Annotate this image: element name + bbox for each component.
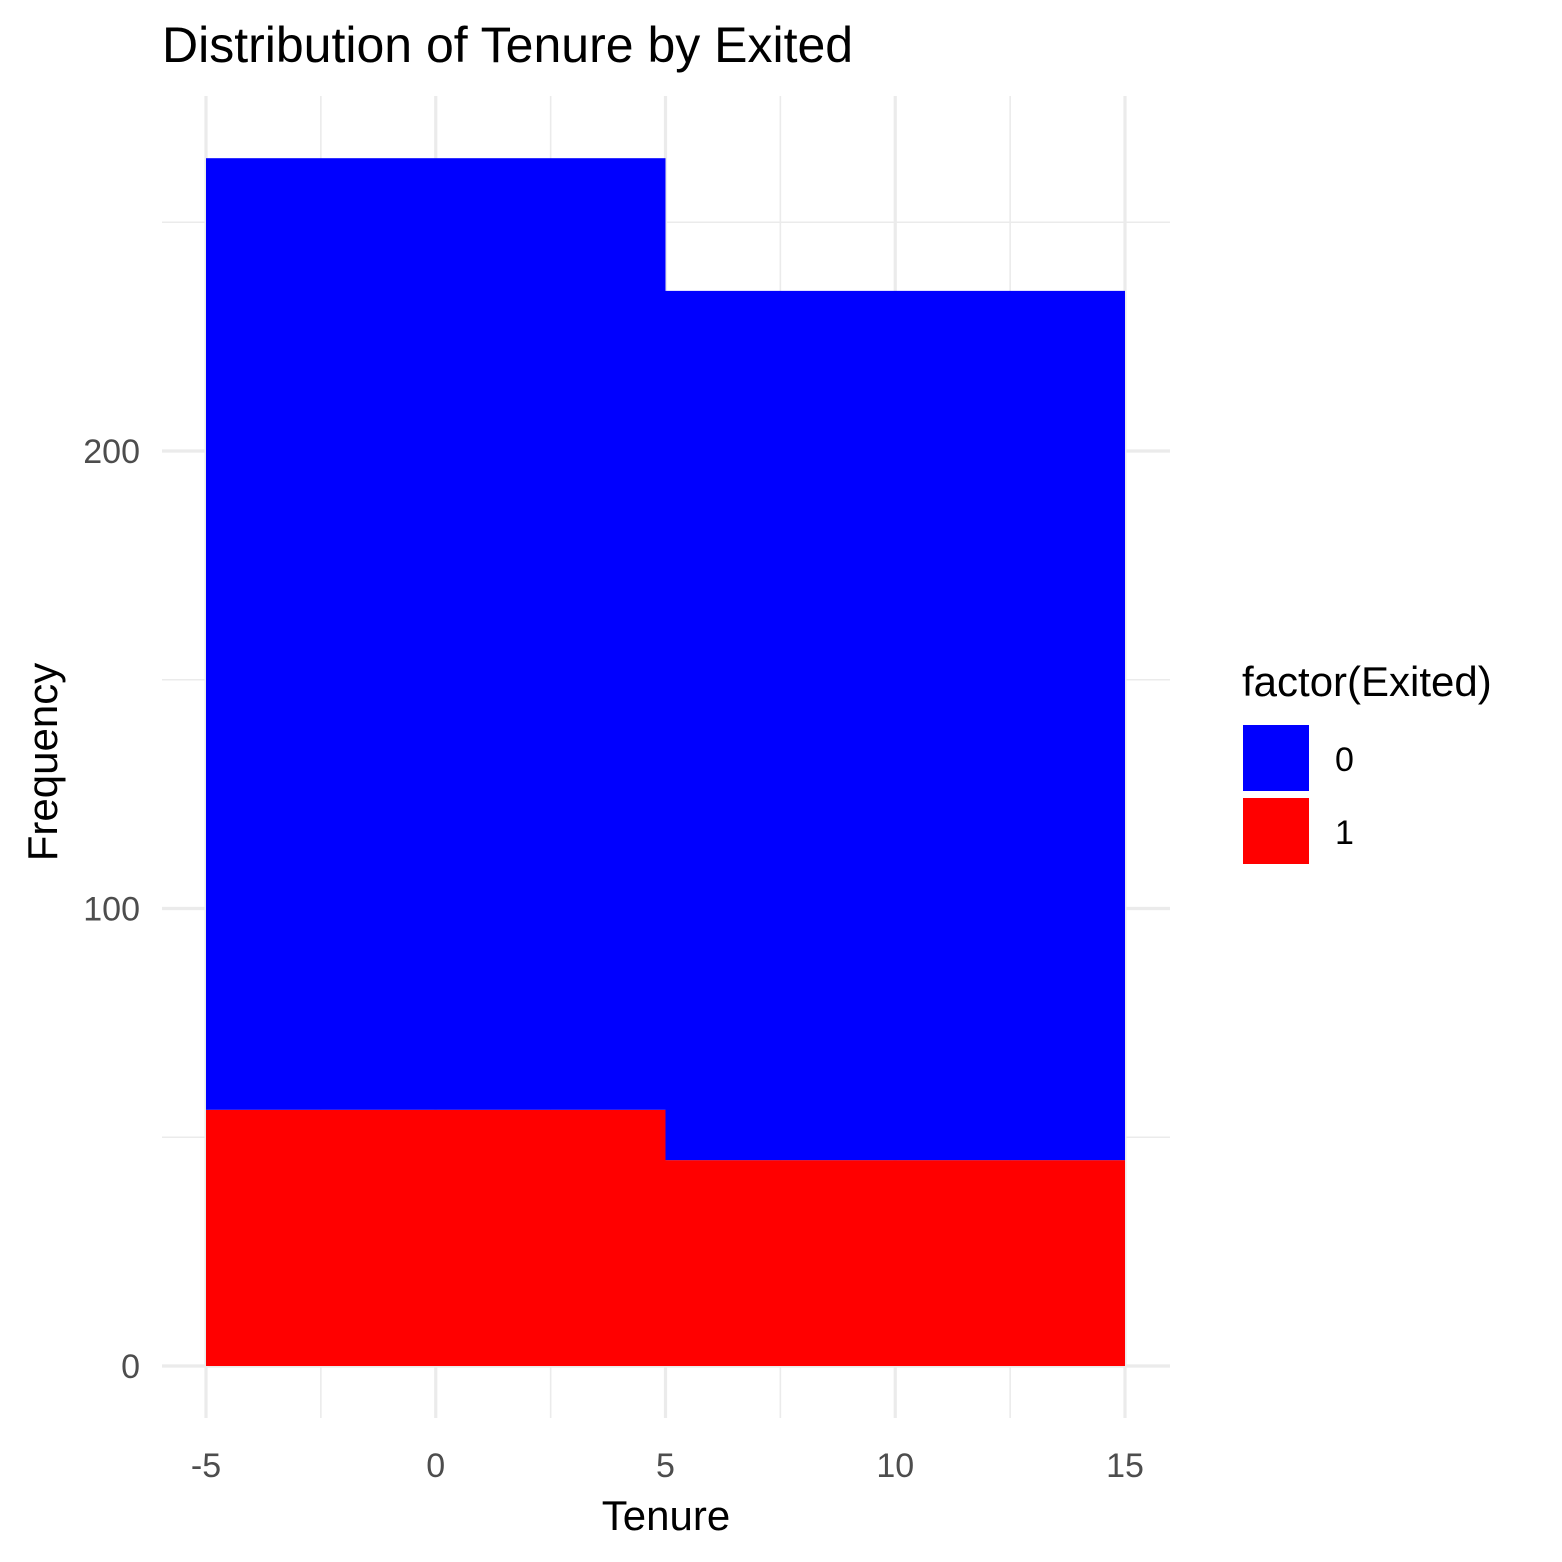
x-axis-title: Tenure <box>602 1492 730 1539</box>
y-tick-label: 100 <box>83 891 140 929</box>
bars <box>206 158 1125 1366</box>
x-tick-labels: -5 0 5 10 15 <box>191 1447 1144 1485</box>
legend-swatch-0 <box>1243 725 1309 791</box>
legend: factor(Exited) 01 <box>1242 658 1492 864</box>
bar-exited-0-bin-2 <box>665 290 1125 1161</box>
legend-label-0: 0 <box>1335 741 1354 779</box>
legend-items: 01 <box>1243 725 1354 864</box>
y-tick-label: 0 <box>121 1348 140 1386</box>
chart-title: Distribution of Tenure by Exited <box>162 17 853 73</box>
legend-title: factor(Exited) <box>1242 658 1492 705</box>
legend-label-1: 1 <box>1335 814 1354 852</box>
x-tick-label: 0 <box>426 1447 445 1485</box>
bar-exited-1-bin-2 <box>665 1160 1125 1366</box>
legend-swatch-1 <box>1243 798 1309 864</box>
x-tick-label: 10 <box>876 1447 914 1485</box>
bar-exited-1-bin-1 <box>206 1109 666 1366</box>
x-tick-label: 5 <box>656 1447 675 1485</box>
x-tick-label: 15 <box>1106 1447 1144 1485</box>
bar-exited-0-bin-1 <box>206 158 666 1110</box>
y-axis-title: Frequency <box>19 663 66 861</box>
y-tick-labels: 0 100 200 <box>83 433 140 1386</box>
x-tick-label: -5 <box>191 1447 221 1485</box>
y-tick-label: 200 <box>83 433 140 471</box>
